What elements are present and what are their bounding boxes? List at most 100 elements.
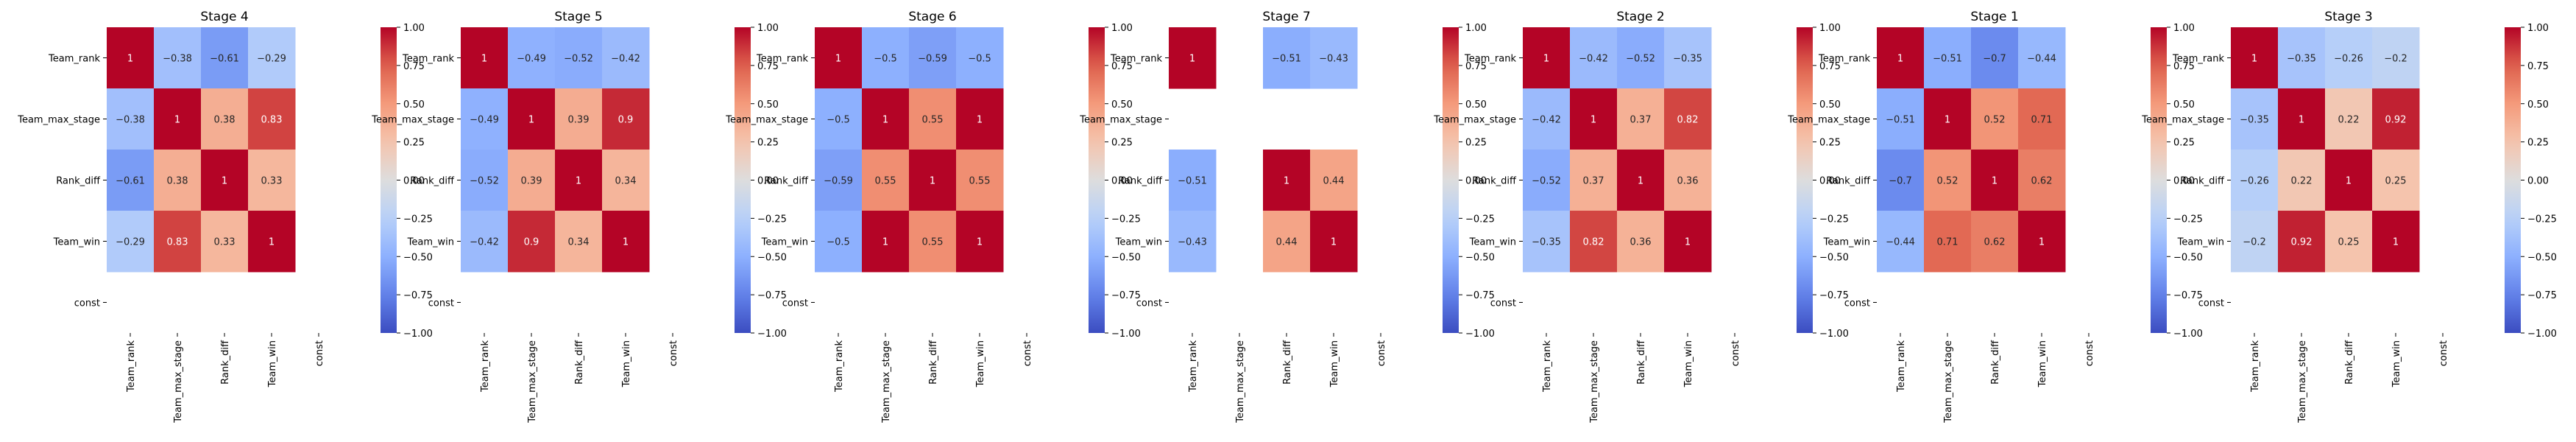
heatmap-cell (1523, 27, 1571, 89)
panel-title: Stage 7 (1262, 10, 1310, 24)
heatmap-cell (2372, 150, 2420, 211)
colorbar (2505, 27, 2521, 333)
cell-value-label: 1 (882, 115, 888, 126)
heatmap-cell (1310, 27, 1358, 89)
heatmap-cell (1263, 211, 1311, 273)
cell-value-label: −0.7 (1889, 176, 1912, 187)
colorbar-tick-label: 0.50 (2527, 99, 2549, 110)
y-tick-label: Rank_diff (410, 176, 455, 187)
colorbar-tick-label: −1.00 (1465, 329, 1495, 340)
y-tick-label: Team_win (1823, 237, 1870, 248)
colorbar-tick-label: −0.50 (2527, 252, 2557, 263)
x-tick-label: const (314, 340, 325, 366)
heatmap-cell (815, 27, 863, 89)
cell-value-label: 1 (576, 176, 581, 187)
heatmap-cell (956, 150, 1004, 211)
y-tick-label: const (2198, 298, 2224, 309)
heatmap-panel: Stage 4 1 −0.38 −0.61 −0.29 −0.38 1 0.38 0.83 −0.… (17, 10, 433, 424)
cell-value-label: 1 (1945, 115, 1950, 126)
heatmap-cell (1971, 150, 2019, 211)
colorbar-tick-label: 0.50 (1465, 99, 1487, 110)
cell-value-label: −0.26 (2240, 176, 2269, 187)
heatmap-cell (1664, 211, 1712, 273)
heatmap-cell (2325, 211, 2373, 273)
cell-value-label: 0.36 (1677, 176, 1699, 187)
y-tick-label: Team_max_stage (371, 115, 454, 126)
colorbar-tick-label: −0.50 (1111, 252, 1141, 263)
heatmap-cell (555, 88, 603, 150)
heatmap-cell (862, 27, 910, 89)
cell-value-label: 1 (977, 115, 983, 126)
heatmap-cell (248, 211, 296, 273)
cell-value-label: 1 (1331, 237, 1337, 248)
heatmap-cell (107, 27, 155, 89)
colorbar-tick-label: 0.00 (1819, 176, 1841, 187)
colorbar-tick-label: −0.25 (2173, 214, 2203, 225)
heatmap-panel: Stage 2 1 −0.42 −0.52 −0.35 −0.42 1 0.37 0.82 −0.… (1433, 10, 1849, 424)
y-tick-label: const (1844, 298, 1870, 309)
cell-value-label: 0.34 (568, 237, 590, 248)
heatmap-cell (1169, 150, 1217, 211)
colorbar-tick-label: 0.75 (1465, 61, 1487, 72)
cell-value-label: 1 (1284, 176, 1289, 187)
y-tick-label: const (1136, 298, 1162, 309)
colorbar-tick-label: −1.00 (757, 329, 787, 340)
heatmap-cell (2325, 27, 2373, 89)
cell-value-label: −0.51 (1886, 115, 1915, 126)
x-tick-label: Team_rank (1542, 340, 1553, 393)
y-tick-label: Team_win (1115, 237, 1162, 248)
colorbar-tick-label: 0.50 (2173, 99, 2195, 110)
cell-value-label: 1 (835, 54, 841, 65)
x-tick-label: Team_win (267, 340, 278, 387)
cell-value-label: 1 (1638, 176, 1643, 187)
heatmap-cell (1570, 88, 1618, 150)
cell-value-label: 0.33 (261, 176, 283, 187)
heatmap-cell (602, 88, 650, 150)
heatmap-cell (461, 27, 509, 89)
cell-value-label: 0.52 (1984, 115, 2006, 126)
cell-value-label: −0.2 (2384, 54, 2407, 65)
cell-value-label: −0.35 (1673, 54, 1702, 65)
heatmap-cell (201, 211, 249, 273)
x-tick-label: Team_win (975, 340, 986, 387)
heatmap-cell (508, 88, 556, 150)
cell-value-label: 1 (1992, 176, 1998, 187)
heatmap-cell (2018, 211, 2066, 273)
heatmap-cell (1617, 88, 1665, 150)
cell-value-label: −0.2 (2243, 237, 2266, 248)
cell-value-label: −0.52 (1626, 54, 1655, 65)
colorbar-tick-label: −1.00 (403, 329, 433, 340)
heatmap-cell (248, 88, 296, 150)
cell-value-label: −0.61 (116, 176, 145, 187)
cell-value-label: 0.22 (2291, 176, 2313, 187)
heatmap-cell (2372, 27, 2420, 89)
cell-value-label: −0.52 (564, 54, 593, 65)
colorbar-tick-label: 0.00 (1111, 176, 1133, 187)
x-tick-label: const (1022, 340, 1033, 366)
y-tick-label: Rank_diff (2180, 176, 2225, 187)
heatmap-cell (1971, 27, 2019, 89)
colorbar-tick-label: −0.50 (403, 252, 433, 263)
heatmap-cell (2231, 88, 2279, 150)
colorbar-tick-label: −0.75 (757, 290, 787, 301)
heatmap-cell (2231, 27, 2279, 89)
colorbar-tick-label: 0.75 (1819, 61, 1841, 72)
panel-title: Stage 5 (554, 10, 602, 24)
colorbar-tick-label: 0.00 (1465, 176, 1487, 187)
heatmap-cell (2018, 88, 2066, 150)
cell-value-label: −0.5 (874, 54, 897, 65)
heatmap-cell (2231, 150, 2279, 211)
heatmap-cell (154, 27, 202, 89)
colorbar-tick-label: −0.50 (1819, 252, 1849, 263)
cell-value-label: −0.38 (163, 54, 192, 65)
colorbar-tick-label: 0.75 (403, 61, 425, 72)
cell-value-label: 0.82 (1583, 237, 1604, 248)
cell-value-label: 1 (1897, 54, 1903, 65)
cell-value-label: 0.71 (1937, 237, 1958, 248)
cell-value-label: 1 (528, 115, 534, 126)
x-tick-label: Rank_diff (1636, 340, 1647, 385)
y-tick-label: Team_win (53, 237, 100, 248)
heatmap-cell (508, 211, 556, 273)
colorbar-tick-label: 1.00 (1111, 23, 1133, 34)
cell-value-label: 0.9 (618, 115, 634, 126)
